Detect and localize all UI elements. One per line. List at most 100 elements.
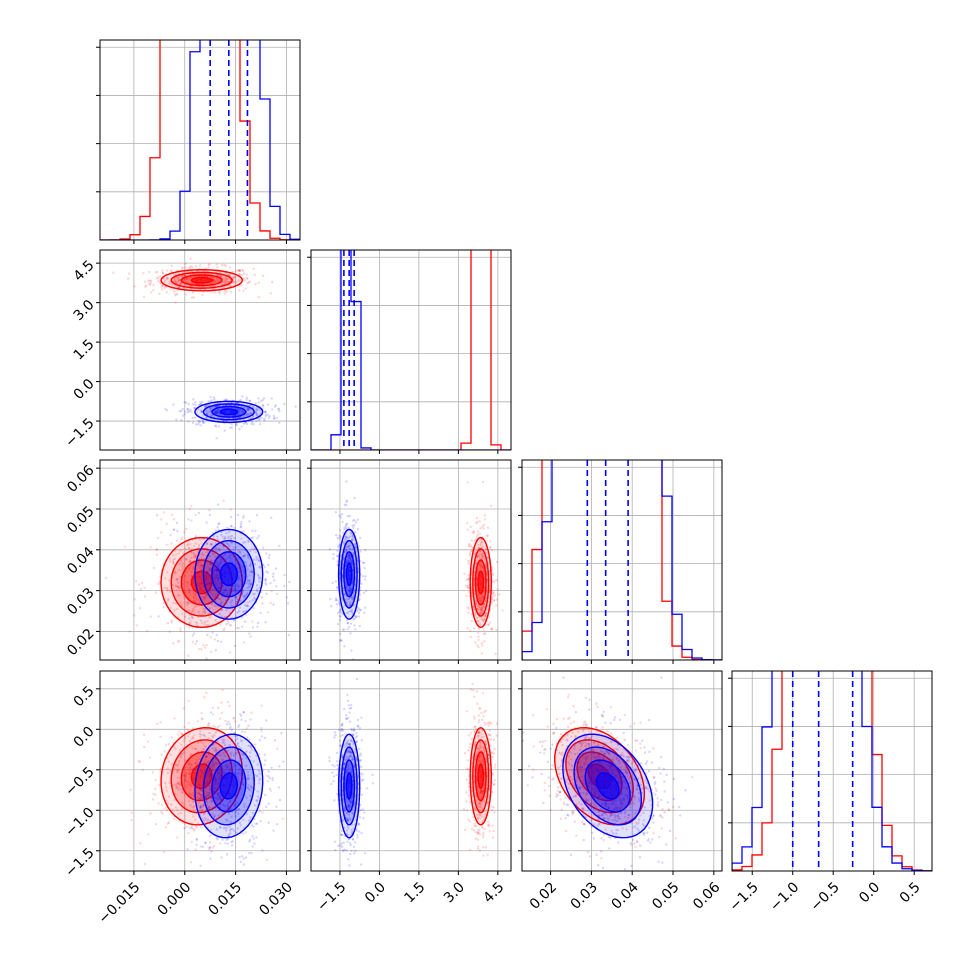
scatter-point <box>470 737 473 740</box>
scatter-point <box>477 814 480 817</box>
scatter-point <box>353 748 357 751</box>
scatter-point <box>211 602 214 605</box>
scatter-point <box>251 845 254 848</box>
scatter-point <box>225 623 228 626</box>
scatter-point <box>260 596 264 599</box>
scatter-point <box>245 422 249 426</box>
scatter-point <box>180 603 183 607</box>
scatter-point <box>249 789 252 792</box>
scatter-point <box>239 525 243 528</box>
scatter-point <box>184 610 188 613</box>
scatter-point <box>192 562 196 565</box>
scatter-point <box>472 689 475 692</box>
scatter-point <box>246 281 249 285</box>
scatter-point <box>229 601 232 604</box>
scatter-point <box>189 543 192 546</box>
scatter-point <box>166 660 168 662</box>
scatter-point <box>490 751 494 754</box>
scatter-point <box>187 626 191 629</box>
scatter-point <box>189 265 192 268</box>
scatter-point <box>469 629 472 632</box>
scatter-point <box>466 578 469 581</box>
scatter-point <box>194 423 198 426</box>
scatter-point <box>278 410 281 413</box>
scatter-point <box>214 779 217 782</box>
scatter-point <box>255 514 259 517</box>
scatter-point <box>205 275 209 278</box>
scatter-point <box>473 824 476 828</box>
scatter-point <box>188 772 191 776</box>
scatter-point <box>220 608 224 612</box>
scatter-point <box>474 807 477 810</box>
scatter-point <box>200 789 203 793</box>
scatter-point <box>198 420 202 423</box>
scatter-point <box>349 751 353 755</box>
scatter-point <box>277 786 281 789</box>
scatter-point <box>482 854 485 857</box>
scatter-point <box>190 753 193 756</box>
scatter-point <box>197 560 201 564</box>
scatter-point <box>199 735 202 738</box>
scatter-point <box>241 580 244 584</box>
scatter-point <box>478 802 481 805</box>
scatter-point <box>208 784 211 788</box>
scatter-point <box>230 524 233 528</box>
scatter-point <box>480 608 483 611</box>
contour-2 <box>211 759 247 813</box>
scatter-point <box>166 802 170 805</box>
scatter-point <box>345 758 348 761</box>
scatter-point <box>172 554 175 557</box>
scatter-point <box>215 405 218 408</box>
scatter-point <box>220 711 224 715</box>
scatter-point <box>164 577 167 580</box>
contour-3 <box>345 562 353 587</box>
scatter-point <box>347 559 351 563</box>
scatter-point <box>495 628 498 632</box>
scatter-point <box>215 560 219 564</box>
scatter-point <box>267 821 270 824</box>
scatter-point <box>200 410 203 413</box>
scatter-point <box>481 791 484 794</box>
scatter-point <box>264 410 267 414</box>
scatter-point <box>263 736 267 740</box>
scatter-point <box>260 704 263 707</box>
scatter-point <box>256 537 259 540</box>
scatter-point <box>346 627 349 631</box>
scatter-point <box>223 615 226 619</box>
scatter-point <box>198 582 202 585</box>
scatter-point <box>220 533 223 537</box>
scatter-point <box>198 566 202 569</box>
scatter-point <box>477 547 480 550</box>
scatter-point <box>479 790 483 793</box>
scatter-point <box>179 282 182 286</box>
scatter-point <box>481 824 484 828</box>
y-tick-label: 0.06 <box>64 462 97 495</box>
scatter-point <box>193 272 197 276</box>
scatter-point <box>465 767 468 770</box>
scatter-point <box>478 562 482 566</box>
scatter-point <box>234 751 237 755</box>
scatter-point <box>207 759 211 763</box>
scatter-point <box>213 814 217 817</box>
scatter-point <box>216 279 219 282</box>
scatter-point <box>194 513 197 517</box>
scatter-point <box>186 603 189 607</box>
scatter-point <box>482 632 486 636</box>
scatter-point <box>344 745 348 748</box>
density-level-3 <box>191 277 212 283</box>
scatter-point <box>220 274 223 277</box>
scatter-point <box>479 790 483 793</box>
scatter-point <box>265 858 268 862</box>
scatter-point <box>190 577 194 580</box>
scatter-point <box>199 564 203 567</box>
scatter-point <box>338 534 341 537</box>
scatter-point <box>350 537 354 541</box>
panel-2-1 <box>307 459 512 664</box>
scatter-point <box>247 774 250 777</box>
scatter-point <box>190 410 193 413</box>
scatter-point <box>248 564 252 567</box>
scatter-point <box>148 282 151 285</box>
scatter-point <box>237 807 241 811</box>
scatter-point <box>218 597 222 601</box>
scatter-point <box>487 562 491 566</box>
